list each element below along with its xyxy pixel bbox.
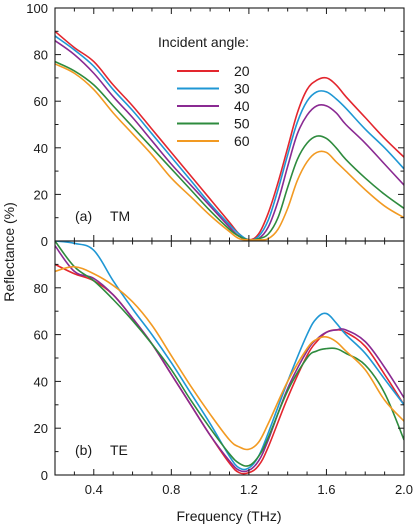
x-tick-label: 1.2 bbox=[240, 482, 258, 497]
panel-label: (a) bbox=[75, 208, 92, 224]
series-line-60 bbox=[55, 63, 404, 241]
legend-label-30: 30 bbox=[234, 81, 250, 97]
series-line-40 bbox=[55, 39, 404, 241]
polarization-mode-label: TE bbox=[110, 442, 128, 458]
legend-label-60: 60 bbox=[234, 133, 250, 149]
y-tick-label: 80 bbox=[34, 48, 48, 63]
series-line-40 bbox=[55, 245, 404, 473]
y-tick-label: 80 bbox=[34, 281, 48, 296]
series-line-60 bbox=[55, 265, 404, 451]
series-line-50 bbox=[55, 241, 404, 467]
y-tick-label: 20 bbox=[34, 421, 48, 436]
series-line-20 bbox=[55, 30, 404, 241]
series-line-30 bbox=[55, 35, 404, 241]
y-tick-label: 0 bbox=[41, 234, 48, 249]
x-tick-label: 1.6 bbox=[317, 482, 335, 497]
legend-label-50: 50 bbox=[234, 116, 250, 132]
series-line-50 bbox=[55, 60, 404, 241]
panel-label: (b) bbox=[75, 442, 92, 458]
y-tick-label: 60 bbox=[34, 94, 48, 109]
panel-te: 0 20 40 60 80 0.4 0.8 1.2 1.6 2.0 (b) TE bbox=[34, 240, 413, 497]
polarization-mode-label: TM bbox=[110, 208, 130, 224]
y-axis-label: Reflectance (%) bbox=[1, 202, 17, 302]
series-group bbox=[55, 241, 404, 475]
series-group bbox=[55, 30, 404, 241]
y-tick-label: 100 bbox=[26, 1, 48, 16]
y-tick-label: 40 bbox=[34, 141, 48, 156]
series-line-20 bbox=[55, 263, 404, 475]
y-tick-label: 60 bbox=[34, 328, 48, 343]
x-tick-label: 2.0 bbox=[395, 482, 413, 497]
x-tick-label: 0.4 bbox=[85, 482, 103, 497]
legend-title: Incident angle: bbox=[158, 34, 249, 50]
x-axis-label: Frequency (THz) bbox=[176, 508, 281, 524]
x-tick-label: 0.8 bbox=[162, 482, 180, 497]
y-tick-label: 20 bbox=[34, 187, 48, 202]
legend-label-40: 40 bbox=[234, 98, 250, 114]
y-tick-label: 40 bbox=[34, 374, 48, 389]
legend-label-20: 20 bbox=[234, 63, 250, 79]
series-line-30 bbox=[55, 241, 404, 471]
y-tick-label: 0 bbox=[41, 468, 48, 483]
